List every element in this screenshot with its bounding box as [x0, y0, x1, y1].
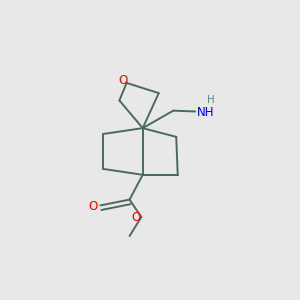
Text: NH: NH — [197, 106, 214, 119]
Text: O: O — [131, 211, 141, 224]
Text: O: O — [118, 74, 128, 87]
Text: O: O — [89, 200, 98, 212]
Text: H: H — [207, 95, 214, 105]
